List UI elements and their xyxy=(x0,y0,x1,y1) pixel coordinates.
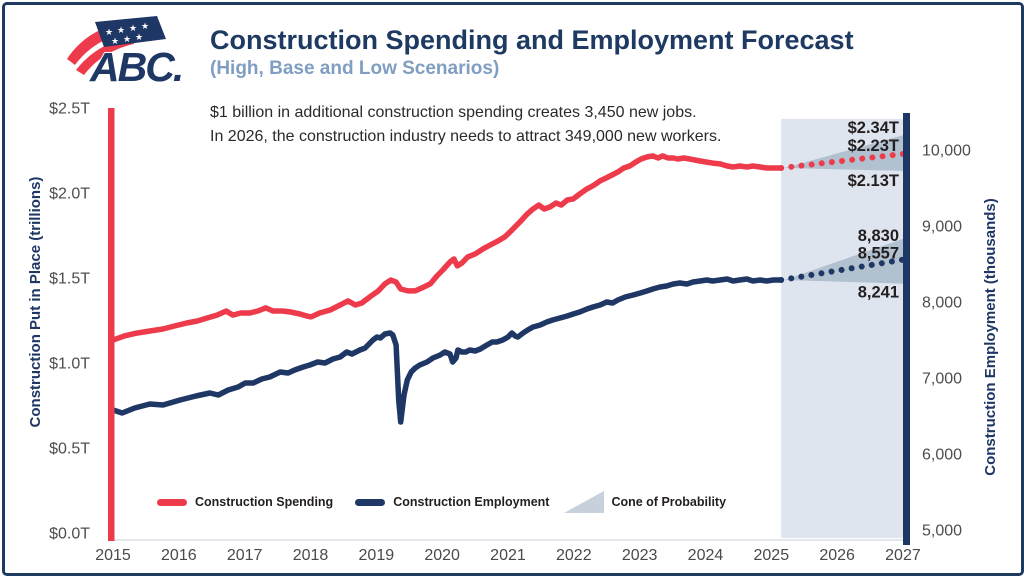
cone-legend-swatch xyxy=(564,491,605,513)
right-axis-bar xyxy=(903,113,910,545)
forecast-label-223T: $2.23T xyxy=(848,137,899,155)
construction-employment-forecast-base--line xyxy=(778,256,906,283)
x-tick-2016: 2016 xyxy=(161,547,197,564)
cone-legend-label: Cone of Probability xyxy=(611,495,727,509)
cone-of-probability-spending xyxy=(784,135,903,171)
svg-text:★: ★ xyxy=(135,32,143,42)
forecast-chart: $2.5T $2.0T $1.5T $1.0T $0.5T $0.0T 10,000 9,00… xyxy=(49,101,971,565)
y-right-tick-label: 6,000 xyxy=(922,447,962,464)
chart-note-line2: In 2026, the construction industry needs… xyxy=(210,128,722,145)
cone-of-probability-employment xyxy=(784,238,903,284)
page-title: Construction Spending and Employment For… xyxy=(210,25,854,55)
x-tick-2022: 2022 xyxy=(556,547,592,564)
svg-text:★: ★ xyxy=(105,27,113,37)
flag-canton-icon xyxy=(95,16,166,47)
x-tick-2017: 2017 xyxy=(227,547,263,564)
forecast-label-8557: 8,557 xyxy=(858,245,899,263)
construction-employment-line xyxy=(110,276,784,425)
x-tick-2026: 2026 xyxy=(819,547,855,564)
y-right-tick-label: 5,000 xyxy=(922,523,962,540)
svg-text:★: ★ xyxy=(141,21,149,31)
y-left-tick-label: $2.5T xyxy=(49,101,90,118)
x-tick-2021: 2021 xyxy=(490,547,526,564)
y-left-tick-label: $0.5T xyxy=(49,441,90,458)
chart-note-line1: $1 billion in additional construction sp… xyxy=(210,104,697,121)
forecast-label-8830: 8,830 xyxy=(858,227,899,245)
chart-legend: Construction Spending Construction Emplo… xyxy=(157,490,726,514)
spending-legend-swatch xyxy=(157,498,187,506)
y-right-tick-label: 7,000 xyxy=(922,371,962,388)
abc-logo: ★ ★ ★ ★★ ★ ★ ABC. xyxy=(67,16,185,91)
y-left-tick-label: $1.0T xyxy=(49,356,90,373)
chart-note: $1 billion in additional construction sp… xyxy=(210,101,721,149)
x-tick-2025: 2025 xyxy=(754,547,790,564)
y-left-tick-label: $1.5T xyxy=(49,271,90,288)
svg-text:★: ★ xyxy=(117,25,125,35)
employment-legend-label: Construction Employment xyxy=(393,495,550,509)
y-left-tick-label: $0.0T xyxy=(49,526,90,543)
svg-text:★: ★ xyxy=(111,36,119,46)
left-axis-bar xyxy=(108,108,115,541)
abc-logo-text: ABC. xyxy=(89,44,182,90)
forecast-band xyxy=(781,119,903,538)
x-tick-2018: 2018 xyxy=(293,547,329,564)
svg-text:★: ★ xyxy=(123,34,131,44)
flag-stars-icon: ★ ★ ★ ★★ ★ ★ xyxy=(105,21,149,46)
forecast-label-213T: $2.13T xyxy=(848,172,899,190)
y-right-tick-label: 9,000 xyxy=(922,219,962,236)
flag-stripe-icon xyxy=(76,37,134,75)
employment-legend-swatch xyxy=(355,498,386,506)
construction-spending-forecast-base--line xyxy=(778,150,906,171)
x-tick-2019: 2019 xyxy=(359,547,395,564)
y-left-tick-label: $2.0T xyxy=(49,186,90,203)
forecast-label-8241: 8,241 xyxy=(858,284,899,302)
x-tick-2023: 2023 xyxy=(622,547,658,564)
page-subtitle: (High, Base and Low Scenarios) xyxy=(210,58,500,79)
y-right-tick-label: 10,000 xyxy=(922,143,971,160)
spending-legend-label: Construction Spending xyxy=(195,495,334,509)
x-tick-2015: 2015 xyxy=(95,547,131,564)
forecast-label-234T: $2.34T xyxy=(848,119,899,137)
x-tick-2027: 2027 xyxy=(885,547,921,564)
x-tick-2024: 2024 xyxy=(688,547,724,564)
construction-spending-line xyxy=(110,153,784,343)
y-right-tick-label: 8,000 xyxy=(922,295,962,312)
x-tick-2020: 2020 xyxy=(424,547,460,564)
svg-text:★: ★ xyxy=(129,23,137,33)
